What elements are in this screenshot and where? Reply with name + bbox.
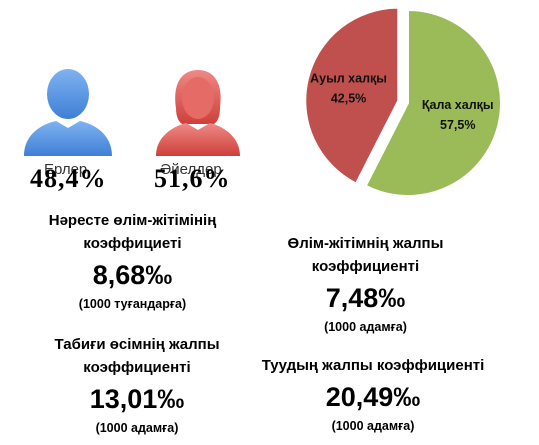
stat-unit: (1000 адамға) [331,419,415,433]
stat-title: коэффициенті [83,359,191,376]
pie-slice-value: 57,5% [440,118,475,132]
stat-title: Туудың жалпы коэффициенті [261,357,485,374]
female-label: Әйелдер [160,161,222,178]
stat-general-mortality: Өлім-жітімнің жалпы коэффициенті 7,48‰ (… [268,232,463,336]
man-silhouette-icon [24,69,112,156]
stat-value: 13,01‰ [89,384,185,414]
stat-title: Нәресте өлім-жітімінің [48,212,217,229]
stat-unit: (1000 адамға) [95,421,179,435]
pie-slice-value: 42,5% [331,92,366,106]
male-percent: 48,4% [30,164,107,193]
stat-birth-rate: Туудың жалпы коэффициенті 20,49‰ (1000 а… [258,354,488,435]
stat-unit: (1000 адамға) [324,320,407,334]
male-label: Ерлер [44,161,88,178]
stat-unit: (1000 туғандарға) [78,297,187,311]
female-percent: 51,6% [154,164,231,193]
stat-value: 7,48‰ [325,283,406,313]
woman-silhouette-icon [156,70,240,156]
stat-title: Табиғи өсімнің жалпы [54,336,220,353]
population-pie-chart: Ауыл халқы 42,5% Қала халқы 57,5% [304,6,502,197]
pie-slice-label: Қала халқы [422,98,494,112]
pie-slice-urban [364,8,502,197]
female-figure [148,68,248,163]
stat-value: 20,49‰ [325,382,421,412]
male-figure [18,68,118,163]
stat-title: коэффициеті [83,235,182,252]
stat-title: коэффициенті [311,258,420,275]
pie-slice-label: Ауыл халқы [310,72,387,86]
pie-slice-rural [304,6,400,185]
stat-natural-growth: Табиғи өсімнің жалпы коэффициенті 13,01‰… [42,333,232,437]
stat-title: Өлім-жітімнің жалпы [287,235,444,252]
stat-infant-mortality: Нәресте өлім-жітімінің коэффициеті 8,68‰… [30,209,235,313]
stat-value: 8,68‰ [92,260,173,290]
